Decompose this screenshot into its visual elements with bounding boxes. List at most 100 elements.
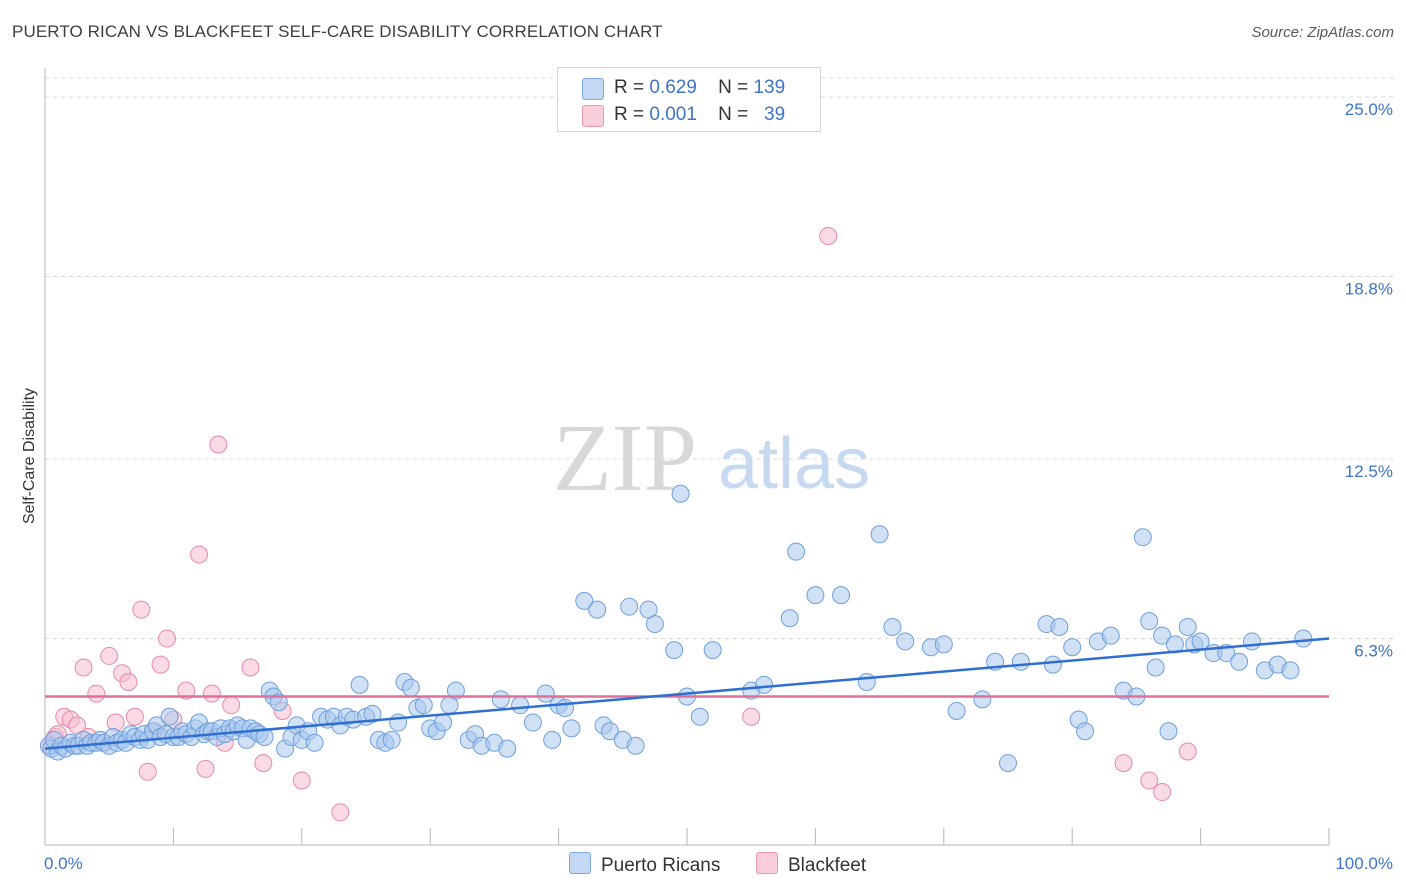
puerto-rican-point (883, 617, 902, 636)
puerto-rican-point (350, 675, 369, 694)
puerto-rican-point (556, 699, 575, 718)
trend-lines (44, 637, 1330, 750)
puerto-rican-point (523, 713, 542, 732)
puerto-rican-point (600, 722, 619, 741)
correlation-legend: R = 0.629 N = 139 R = 0.001 N = 39 (557, 67, 821, 132)
puerto-rican-point (620, 597, 639, 616)
x-tick-labels: 0.0% 100.0% (44, 854, 1393, 873)
puerto-rican-point (1146, 658, 1165, 677)
puerto-rican-point (896, 632, 915, 651)
blackfeet-point (254, 754, 273, 773)
y-tick-label: 12.5% (1345, 462, 1393, 481)
puerto-rican-point (305, 733, 324, 752)
blackfeet-point (74, 658, 93, 677)
legend-r-label: R = (614, 104, 645, 125)
puerto-rican-point (780, 609, 799, 628)
puerto-rican-point (491, 690, 510, 709)
blackfeet-points (42, 227, 1197, 822)
legend-label-blackfeet: Blackfeet (788, 855, 867, 876)
puerto-rican-point (536, 684, 555, 703)
legend-label-puerto-ricans: Puerto Ricans (601, 855, 721, 876)
blackfeet-point (125, 707, 144, 726)
puerto-rican-point (446, 681, 465, 700)
legend-n-label: N = (718, 77, 749, 98)
blackfeet-point (177, 681, 196, 700)
puerto-rican-point (1011, 652, 1030, 671)
puerto-rican-point (1178, 617, 1197, 636)
puerto-rican-point (973, 690, 992, 709)
y-tick-label: 25.0% (1345, 100, 1393, 119)
blackfeet-point (209, 435, 228, 454)
blackfeet-point (819, 227, 838, 246)
puerto-rican-trend-line (44, 637, 1330, 750)
puerto-rican-point (511, 696, 530, 715)
blackfeet-point (190, 545, 209, 564)
puerto-rican-point (1153, 626, 1172, 645)
legend-n-value: 39 (764, 104, 786, 125)
puerto-rican-point (787, 542, 806, 561)
puerto-rican-point (543, 730, 562, 749)
blackfeet-point (1140, 771, 1159, 790)
puerto-rican-point (755, 675, 774, 694)
legend-n-label: N = (718, 104, 749, 125)
puerto-rican-point (382, 730, 401, 749)
puerto-rican-point (363, 704, 382, 723)
puerto-rican-point (269, 693, 288, 712)
chart-title: PUERTO RICAN VS BLACKFEET SELF-CARE DISA… (12, 22, 663, 41)
legend-item-blackfeet[interactable]: Blackfeet (756, 852, 866, 877)
puerto-rican-point (947, 701, 966, 720)
legend-swatch-blue (582, 78, 604, 100)
blackfeet-point (222, 696, 241, 715)
blackfeet-point (151, 655, 170, 674)
puerto-rican-point (703, 641, 722, 660)
puerto-rican-point (1043, 655, 1062, 674)
legend-item-puerto-ricans[interactable]: Puerto Ricans (569, 852, 720, 877)
puerto-rican-point (401, 678, 420, 697)
puerto-rican-point (1133, 528, 1152, 547)
puerto-rican-point (1242, 632, 1261, 651)
puerto-rican-point (588, 600, 607, 619)
puerto-rican-point (1050, 617, 1069, 636)
legend-swatch-pink (756, 852, 778, 874)
blackfeet-point (196, 759, 215, 778)
puerto-rican-point (665, 641, 684, 660)
puerto-rican-point (1159, 722, 1178, 741)
y-tick-label: 6.3% (1354, 642, 1393, 661)
puerto-rican-point (626, 736, 645, 755)
blackfeet-point (202, 684, 221, 703)
puerto-rican-point (870, 525, 889, 544)
legend-n-value: 139 (753, 77, 786, 98)
puerto-rican-point (434, 713, 453, 732)
puerto-rican-point (562, 719, 581, 738)
puerto-rican-point (414, 696, 433, 715)
puerto-rican-point (575, 591, 594, 610)
puerto-rican-point (1281, 661, 1300, 680)
legend-r-label: R = (614, 77, 645, 98)
puerto-rican-point (806, 586, 825, 605)
blackfeet-point (292, 771, 311, 790)
puerto-rican-point (645, 615, 664, 634)
puerto-rican-point (934, 635, 953, 654)
puerto-rican-point (1076, 722, 1095, 741)
blackfeet-point (1114, 754, 1133, 773)
puerto-rican-point (690, 707, 709, 726)
blackfeet-point (87, 684, 106, 703)
blackfeet-point (1178, 742, 1197, 761)
puerto-rican-point (1140, 612, 1159, 631)
blackfeet-point (742, 707, 761, 726)
puerto-rican-point (671, 484, 690, 503)
watermark-atlas: atlas (718, 424, 870, 504)
legend-r-value: 0.629 (649, 77, 697, 98)
legend-swatch-blue (569, 852, 591, 874)
puerto-rican-point (1230, 652, 1249, 671)
x-tick-label: 0.0% (44, 854, 83, 873)
puerto-rican-points (39, 484, 1313, 773)
blackfeet-point (1153, 783, 1172, 802)
blackfeet-point (138, 762, 157, 781)
puerto-rican-point (999, 754, 1017, 773)
x-tick-label: 100.0% (1335, 854, 1393, 873)
blackfeet-point (100, 646, 119, 665)
blackfeet-point (241, 658, 260, 677)
puerto-rican-point (1294, 629, 1313, 648)
